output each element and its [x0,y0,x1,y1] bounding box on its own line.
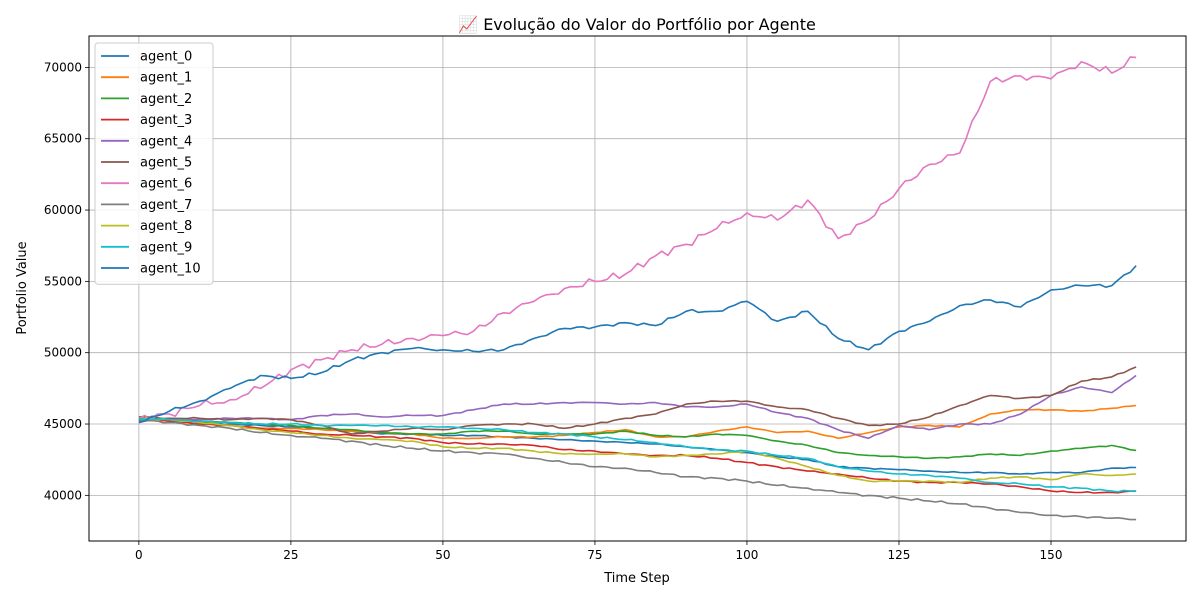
legend-box [94,42,214,285]
x-axis-label: Time Step [603,571,670,586]
legend-label: agent_1 [140,71,192,86]
y-tick-label: 65000 [44,132,82,146]
series-line-agent-9 [138,417,1137,493]
y-tick-label: 70000 [44,60,82,74]
series-line-agent-5 [138,366,1137,435]
legend-label: agent_6 [140,177,192,192]
series-line-agent-4 [138,374,1137,440]
plot-area-frame [88,35,1187,542]
legend-label: agent_7 [140,198,192,213]
x-tick-label: 75 [587,548,602,562]
legend-label: agent_9 [140,240,192,255]
y-tick-label: 45000 [44,417,82,431]
series-line-agent-7 [138,418,1137,521]
x-tick-label: 0 [135,548,143,562]
y-tick-label: 50000 [44,346,82,360]
legend-label: agent_4 [140,134,192,149]
y-axis-label: Portfolio Value [15,241,30,334]
legend-label: agent_2 [140,92,192,107]
legend-label: agent_3 [140,113,192,128]
legend-label: agent_8 [140,219,192,234]
series-line-agent-6 [138,56,1137,422]
x-tick-label: 25 [283,548,298,562]
x-tick-label: 150 [1040,548,1063,562]
y-tick-label: 60000 [44,203,82,217]
legend: agent_0 agent_1 agent_2 agent_3 agent_4agent… [94,42,214,285]
x-axis-ticks: 0 25 50 75 100 125 150 [135,541,1062,562]
series-line-agent-2 [138,417,1137,460]
legend-label: agent_10 [140,262,201,277]
chart-title: 📈 Evolução do Valor do Portfólio por Age… [458,15,816,34]
legend-label: agent_5 [140,156,192,171]
series-line-agent-10 [138,265,1137,424]
series-line-agent-8 [138,417,1137,484]
x-tick-label: 125 [888,548,911,562]
x-tick-label: 100 [736,548,759,562]
legend-label: agent_0 [140,50,192,65]
y-axis-ticks: 40000 45000 50000 55000 60000 65000 70000 [44,60,89,502]
y-tick-label: 40000 [44,488,82,502]
series-lines [138,56,1137,521]
y-tick-label: 55000 [44,274,82,288]
x-tick-label: 50 [435,548,450,562]
